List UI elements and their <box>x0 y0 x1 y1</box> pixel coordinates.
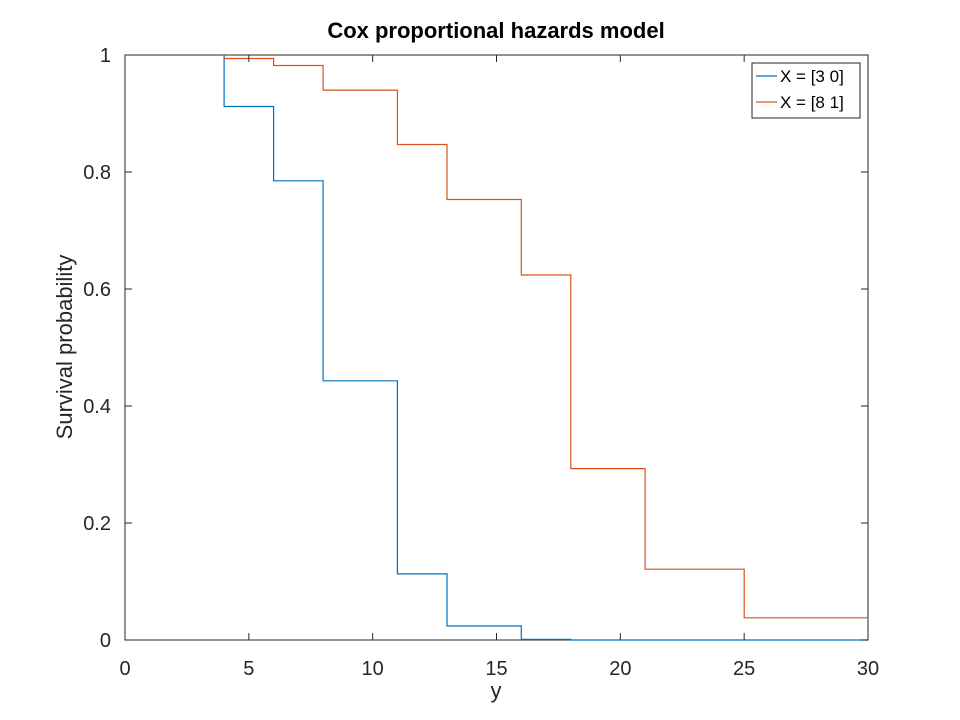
y-tick-label: 1 <box>100 45 111 67</box>
y-tick-label: 0.2 <box>83 513 111 535</box>
series-line-1 <box>223 55 868 641</box>
x-tick-label: 25 <box>733 658 755 680</box>
y-tick-label: 0 <box>100 630 111 652</box>
y-tick-label: 0.4 <box>83 396 111 418</box>
y-tick-label: 0.8 <box>83 162 111 184</box>
x-axis-label: y <box>491 678 502 703</box>
series-layer <box>223 55 868 641</box>
y-tick-label: 0.6 <box>83 279 111 301</box>
x-tick-label: 30 <box>857 658 879 680</box>
legend-label-2: X = [8 1] <box>780 93 844 112</box>
axes-box <box>124 54 869 641</box>
x-tick-label: 10 <box>362 658 384 680</box>
x-tick-label: 5 <box>243 658 254 680</box>
plot-area <box>124 54 869 641</box>
chart-title: Cox proportional hazards model <box>327 18 664 43</box>
legend-label-1: X = [3 0] <box>780 67 844 86</box>
legend: X = [3 0] X = [8 1] <box>751 62 861 119</box>
y-axis-label: Survival probability <box>52 255 77 440</box>
ticks-layer: 0 5 10 15 20 25 30 0 0.2 0.4 0.6 0.8 1 <box>83 45 879 680</box>
legend-box <box>751 62 861 119</box>
x-tick-label: 20 <box>609 658 631 680</box>
x-tick-label: 0 <box>119 658 130 680</box>
series-line-2 <box>224 57 868 619</box>
x-tick-label: 15 <box>485 658 507 680</box>
